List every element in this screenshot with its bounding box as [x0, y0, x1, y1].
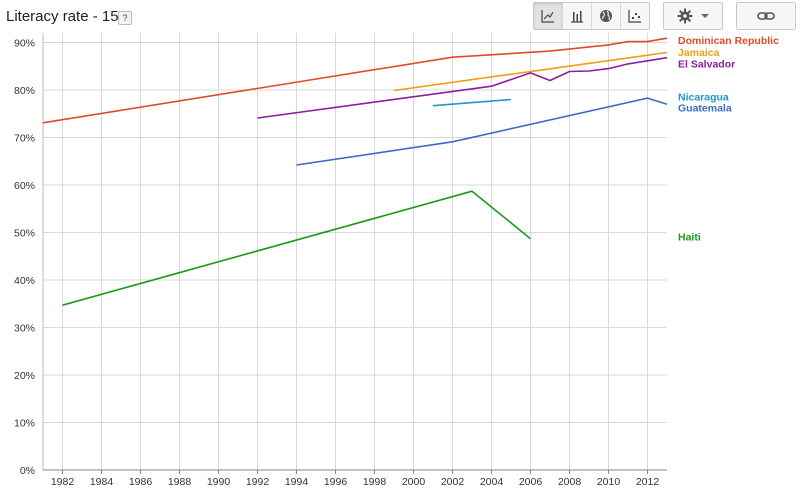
y-tick-label: 80%: [14, 85, 35, 97]
scatter-chart-icon: [628, 10, 641, 23]
globe-icon: [600, 10, 612, 22]
x-tick-label: 2006: [519, 476, 543, 488]
x-tick-label: 2002: [441, 476, 465, 488]
x-tick-label: 2008: [558, 476, 582, 488]
link-icon: [757, 12, 775, 20]
bar-chart-button[interactable]: [563, 3, 592, 29]
y-tick-label: 40%: [14, 275, 35, 287]
x-tick-label: 2000: [402, 476, 426, 488]
series-label: Nicaragua: [678, 92, 729, 104]
x-tick-label: 1996: [324, 476, 348, 488]
scatter-chart-button[interactable]: [621, 3, 649, 29]
x-tick-label: 1986: [129, 476, 153, 488]
series-line-jamaica[interactable]: [393, 51, 668, 92]
x-tick-label: 1998: [363, 476, 387, 488]
bar-chart-icon: [571, 11, 583, 23]
series-line-dominican-republic[interactable]: [42, 37, 668, 124]
y-tick-label: 20%: [14, 370, 35, 382]
x-tick-label: 1994: [285, 476, 309, 488]
caret-down-icon: [701, 14, 709, 18]
series-line-el-salvador[interactable]: [257, 56, 668, 119]
y-tick-label: 90%: [14, 38, 35, 50]
x-tick-label: 1990: [207, 476, 231, 488]
y-tick-label: 10%: [14, 418, 35, 430]
y-tick-label: 60%: [14, 180, 35, 192]
series-label: Guatemala: [678, 103, 732, 115]
gear-icon: [677, 8, 693, 24]
series-label: El Salvador: [678, 58, 735, 70]
x-tick-label: 1992: [246, 476, 270, 488]
line-chart-button[interactable]: [534, 3, 563, 29]
y-tick-label: 50%: [14, 228, 35, 240]
help-button[interactable]: ?: [118, 11, 132, 25]
series-line-nicaragua[interactable]: [432, 98, 512, 107]
line-chart-icon: [541, 10, 554, 23]
y-tick-label: 0%: [20, 465, 35, 477]
x-tick-label: 1988: [168, 476, 192, 488]
x-tick-label: 2012: [636, 476, 660, 488]
x-tick-label: 1982: [51, 476, 75, 488]
x-tick-label: 2010: [597, 476, 621, 488]
x-tick-label: 2004: [480, 476, 504, 488]
chart-title: Literacy rate - 15+: [6, 8, 128, 25]
map-chart-button[interactable]: [592, 3, 621, 29]
x-tick-label: 1984: [90, 476, 114, 488]
series-line-haiti[interactable]: [62, 190, 532, 306]
series-label: Dominican Republic: [678, 35, 779, 47]
series-line-guatemala[interactable]: [296, 97, 668, 166]
series-label: Haiti: [678, 231, 701, 243]
link-button[interactable]: [736, 2, 796, 30]
chart-type-toolbar: [533, 2, 650, 30]
y-tick-label: 30%: [14, 323, 35, 335]
y-tick-label: 70%: [14, 133, 35, 145]
series-label: Jamaica: [678, 47, 720, 59]
settings-button[interactable]: [663, 2, 723, 30]
